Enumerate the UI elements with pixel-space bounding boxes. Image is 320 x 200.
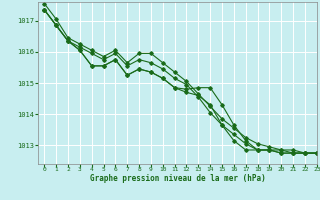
X-axis label: Graphe pression niveau de la mer (hPa): Graphe pression niveau de la mer (hPa) bbox=[90, 174, 266, 183]
